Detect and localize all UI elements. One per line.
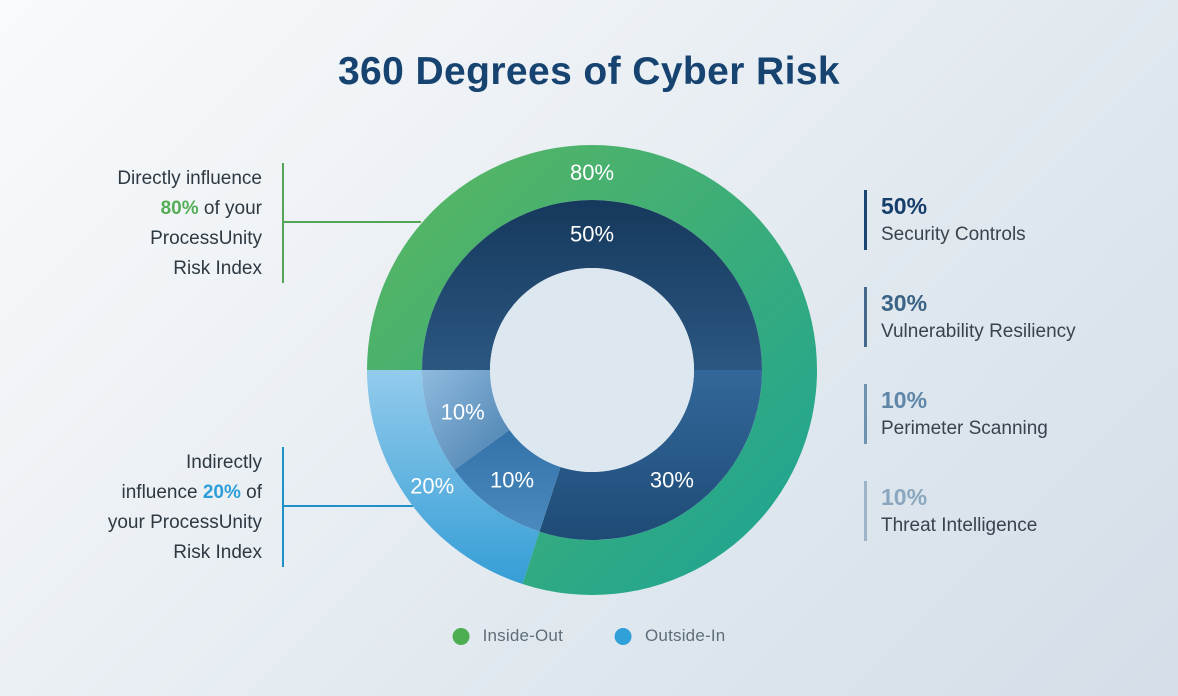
donut-value-label-threat-intelligence: 10% [441,400,485,425]
annotation-text: Risk Index [173,258,262,279]
risk-legend-percent: 50% [881,193,928,219]
annotation-line: Indirectly [56,448,262,478]
risk-legend-item-security-controls: 50% Security Controls [864,190,1076,250]
connector-line-directly-horizontal [283,221,421,223]
accent-percent: 80% [160,198,199,219]
series-legend-item-outside-in: Outside-In [615,626,725,646]
annotation-line: Risk Index [56,254,262,284]
annotation-text: influence [121,482,203,503]
risk-legend-percent: 30% [881,290,928,316]
risk-legend-item-threat-intelligence: 10% Threat Intelligence [864,481,1076,541]
annotation-line: ProcessUnity [56,224,262,254]
donut-hole [490,268,694,472]
outside-in-dot-icon [615,627,632,645]
series-legend-label: Inside-Out [482,626,563,645]
donut-value-label-outside-in: 20% [410,474,454,499]
annotation-line: 80% of your [56,194,262,224]
risk-legend-percent: 10% [881,387,928,413]
annotation-line: Directly influence [56,164,262,194]
donut-value-label-inside-out: 80% [570,160,614,185]
donut-segment-security-controls [422,200,762,370]
risk-legend-label: Vulnerability Resiliency [881,321,1076,342]
annotation-indirectly-influence: Indirectly influence 20% of your ProcessUn… [56,448,262,568]
risk-breakdown-legend: 50% Security Controls 30% Vulnerability Res… [864,190,1076,578]
risk-legend-item-perimeter-scanning: 10% Perimeter Scanning [864,384,1076,444]
donut-segment-outside-in [367,370,540,584]
annotation-text: Directly influence [117,168,262,189]
risk-legend-label: Security Controls [881,224,1026,245]
annotation-text: of [240,482,262,503]
risk-legend-label: Perimeter Scanning [881,418,1048,439]
page-title: 360 Degrees of Cyber Risk [337,50,841,93]
risk-legend-percent: 10% [881,484,928,510]
donut-segment-threat-intelligence [422,370,510,470]
annotation-text: your ProcessUnity [107,512,262,533]
annotation-text: ProcessUnity [150,228,262,249]
annotation-line: influence 20% of [56,478,263,508]
donut-value-label-security-controls: 50% [570,222,614,247]
connector-line-indirectly-vertical [282,447,284,567]
donut-segment-vulnerability-resiliency [539,370,762,540]
annotation-text: Indirectly [185,452,262,473]
annotation-text: of your [198,198,262,219]
annotation-directly-influence: Directly influence 80% of your ProcessUnit… [56,164,262,284]
annotation-line: Risk Index [56,538,262,568]
donut-chart: 80% 20% 50% 30% 10% 10% [367,145,817,596]
series-legend-label: Outside-In [645,626,726,645]
accent-percent: 20% [202,482,241,503]
donut-value-label-perimeter-scanning: 10% [490,468,534,493]
annotation-line: your ProcessUnity [56,508,262,538]
connector-line-indirectly-horizontal [283,505,413,507]
annotation-text: Risk Index [173,542,262,563]
series-legend-item-inside-out: Inside-Out [452,626,563,646]
donut-segment-perimeter-scanning [454,429,561,532]
inside-out-dot-icon [452,627,470,645]
risk-legend-item-vulnerability-resiliency: 30% Vulnerability Resiliency [864,287,1076,347]
connector-line-directly-vertical [282,163,284,283]
series-legend: Inside-Out Outside-In [452,626,726,646]
donut-value-label-vulnerability-resiliency: 30% [650,468,694,493]
risk-legend-label: Threat Intelligence [881,515,1038,536]
